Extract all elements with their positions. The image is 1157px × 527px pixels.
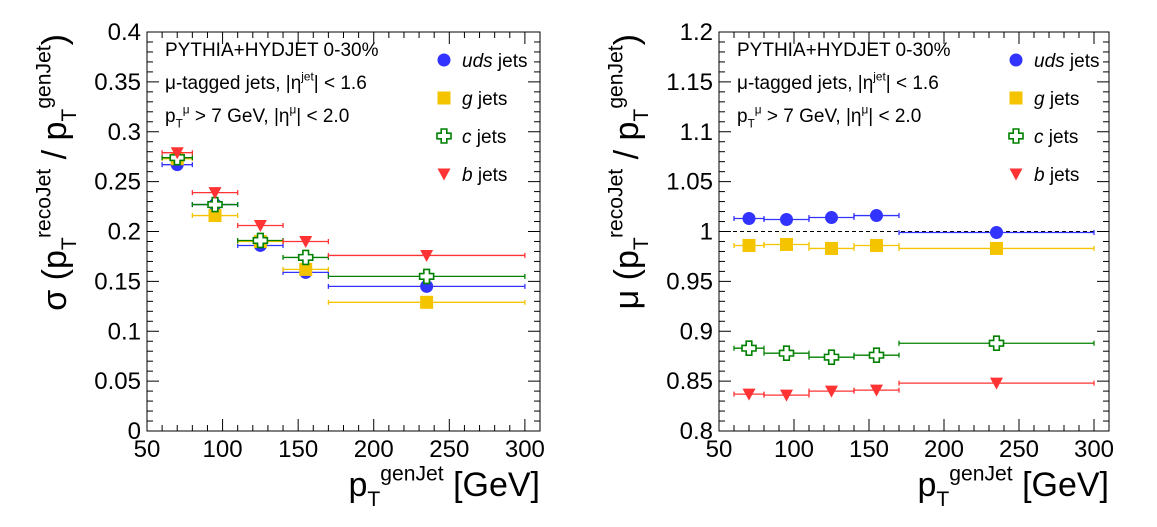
data-point bbox=[741, 340, 757, 357]
legend-label: b jets bbox=[1034, 165, 1079, 186]
info-text-line-2: μ-tagged jets, |ηjet| < 1.6 bbox=[165, 69, 367, 94]
legend-label: g jets bbox=[1034, 89, 1079, 110]
y-tick-label: 1.2 bbox=[680, 19, 713, 46]
y-tick-label: 0.4 bbox=[108, 19, 141, 46]
data-point bbox=[253, 220, 267, 233]
series-b-jets bbox=[733, 377, 1095, 402]
y-tick-label: 1 bbox=[700, 219, 713, 246]
legend-label: g jets bbox=[462, 89, 507, 110]
legend-marker bbox=[437, 168, 451, 181]
y-axis-title: μ (pTrecoJet / pTgenJet) bbox=[605, 34, 654, 309]
chart-panel-1: 50 100 150 200 250 300 0 0.05 0.1 0.15 0.2 0.25 0.3 0… bbox=[33, 19, 545, 511]
y-tick-label: 0.85 bbox=[666, 368, 713, 395]
legend-marker bbox=[1009, 91, 1023, 105]
data-point bbox=[742, 388, 756, 401]
data-point bbox=[742, 212, 756, 226]
y-tick-label: 0.9 bbox=[680, 318, 713, 345]
data-point bbox=[868, 347, 885, 363]
series-g-jets bbox=[733, 237, 1095, 255]
y-tick-label: 0.15 bbox=[94, 268, 141, 295]
y-tick-label: 0 bbox=[128, 418, 141, 445]
data-point bbox=[252, 232, 269, 249]
x-axis-title: pTgenJet [GeV] bbox=[917, 463, 1109, 512]
y-tick-label: 0.3 bbox=[108, 119, 141, 146]
data-point bbox=[823, 349, 840, 365]
series-uds-jets bbox=[733, 209, 1095, 239]
x-tick-label: 250 bbox=[429, 436, 469, 463]
legend-marker bbox=[437, 91, 451, 105]
y-tick-label: 0.05 bbox=[94, 368, 141, 395]
info-text-line-3: pTμ > 7 GeV, |ημ| < 2.0 bbox=[165, 102, 349, 130]
x-tick-label: 150 bbox=[278, 436, 318, 463]
legend-label: uds jets bbox=[1034, 51, 1100, 72]
y-tick-label: 0.95 bbox=[666, 268, 713, 295]
data-point bbox=[420, 295, 434, 309]
data-point bbox=[780, 213, 793, 227]
x-tick-label: 100 bbox=[774, 436, 814, 463]
data-point bbox=[870, 209, 883, 223]
data-point bbox=[170, 147, 184, 160]
data-point bbox=[870, 238, 883, 252]
data-point bbox=[299, 262, 313, 276]
x-tick-label: 50 bbox=[134, 436, 161, 463]
x-tick-label: 150 bbox=[849, 436, 889, 463]
y-tick-label: 0.1 bbox=[108, 318, 141, 345]
data-point bbox=[420, 249, 434, 262]
data-point bbox=[297, 249, 314, 266]
info-text-line-3: pTμ > 7 GeV, |ημ| < 2.0 bbox=[737, 102, 921, 130]
y-tick-label: 0.25 bbox=[94, 169, 141, 196]
x-tick-label: 300 bbox=[505, 436, 545, 463]
y-tick-label: 1.15 bbox=[666, 69, 713, 96]
data-point bbox=[780, 389, 793, 402]
y-tick-label: 1.1 bbox=[680, 119, 713, 146]
y-axis-title: σ (pTrecoJet / pTgenJet) bbox=[33, 34, 81, 311]
data-point bbox=[988, 335, 1005, 352]
y-tick-label: 0.2 bbox=[108, 219, 141, 246]
x-tick-label: 300 bbox=[1074, 436, 1114, 463]
series-b-jets bbox=[161, 147, 526, 262]
y-tick-label: 0.8 bbox=[680, 418, 713, 445]
data-point bbox=[990, 377, 1003, 390]
data-point bbox=[207, 196, 223, 213]
data-point bbox=[825, 211, 838, 225]
y-tick-label: 0.35 bbox=[94, 69, 141, 96]
data-point bbox=[870, 384, 883, 397]
data-point bbox=[825, 241, 838, 255]
data-point bbox=[778, 345, 795, 361]
data-point bbox=[990, 225, 1003, 239]
chart-panel-2: 50 100 150 200 250 300 0.8 0.85 0.9 0.95 1 1.05 1.1 1… bbox=[605, 19, 1114, 511]
data-point bbox=[780, 237, 793, 251]
y-tick-label: 1.05 bbox=[666, 169, 713, 196]
info-text-line-2: μ-tagged jets, |ηjet| < 1.6 bbox=[737, 69, 939, 94]
legend-label: c jets bbox=[1034, 127, 1078, 148]
legend-marker bbox=[437, 53, 451, 67]
x-axis-title: pTgenJet [GeV] bbox=[348, 463, 540, 512]
legend-label: uds jets bbox=[462, 51, 528, 72]
x-tick-label: 100 bbox=[203, 436, 243, 463]
info-text-line-1: PYTHIA+HYDJET 0-30% bbox=[737, 40, 951, 61]
data-point bbox=[299, 235, 313, 248]
x-tick-label: 200 bbox=[354, 436, 394, 463]
series-c-jets bbox=[733, 335, 1095, 365]
data-point bbox=[418, 268, 435, 285]
info-text-line-1: PYTHIA+HYDJET 0-30% bbox=[165, 40, 379, 61]
legend-marker bbox=[436, 128, 452, 144]
legend-label: c jets bbox=[462, 127, 506, 148]
data-point bbox=[825, 385, 838, 398]
legend-marker bbox=[1009, 168, 1023, 181]
legend-label: b jets bbox=[462, 165, 507, 186]
data-point bbox=[990, 241, 1003, 255]
legend-marker bbox=[1008, 128, 1024, 144]
legend-marker bbox=[1009, 53, 1023, 67]
x-tick-label: 50 bbox=[706, 436, 733, 463]
x-tick-label: 250 bbox=[999, 436, 1039, 463]
x-tick-label: 200 bbox=[924, 436, 964, 463]
data-point bbox=[742, 238, 756, 252]
data-point bbox=[208, 187, 222, 200]
